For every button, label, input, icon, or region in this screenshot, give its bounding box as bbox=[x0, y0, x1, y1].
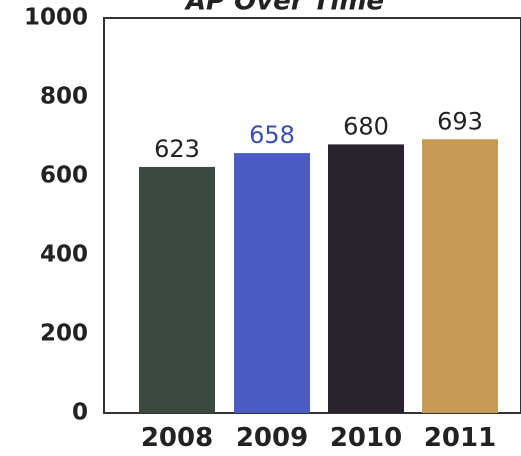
y-tick-label: 1000 bbox=[24, 5, 88, 31]
x-axis-labels: 2008 2009 2010 2011 bbox=[141, 423, 496, 453]
y-axis-ticks: 0 200 400 600 800 1000 bbox=[24, 5, 88, 426]
value-labels: 623 658 680 693 bbox=[154, 107, 483, 163]
bars bbox=[139, 139, 498, 413]
value-label-2008: 623 bbox=[154, 135, 200, 163]
x-tick-label-2011: 2011 bbox=[424, 423, 496, 453]
bar-2010 bbox=[328, 144, 404, 413]
x-tick-label-2010: 2010 bbox=[330, 423, 402, 453]
y-tick-label: 200 bbox=[40, 321, 88, 347]
y-tick-label: 600 bbox=[40, 163, 88, 189]
chart-title: AP Over Time bbox=[184, 0, 384, 17]
bar-2009 bbox=[234, 153, 310, 413]
y-tick-label: 400 bbox=[40, 242, 88, 268]
bar-2011 bbox=[422, 139, 498, 413]
value-label-2010: 680 bbox=[343, 112, 389, 140]
bar-2008 bbox=[139, 166, 215, 413]
plot-area-frame bbox=[103, 17, 521, 414]
y-tick-label: 0 bbox=[72, 400, 88, 426]
value-label-2011: 693 bbox=[437, 107, 483, 135]
value-label-2009: 658 bbox=[249, 121, 295, 149]
x-tick-label-2008: 2008 bbox=[141, 423, 213, 453]
x-tick-label-2009: 2009 bbox=[236, 423, 308, 453]
y-tick-label: 800 bbox=[40, 84, 88, 110]
